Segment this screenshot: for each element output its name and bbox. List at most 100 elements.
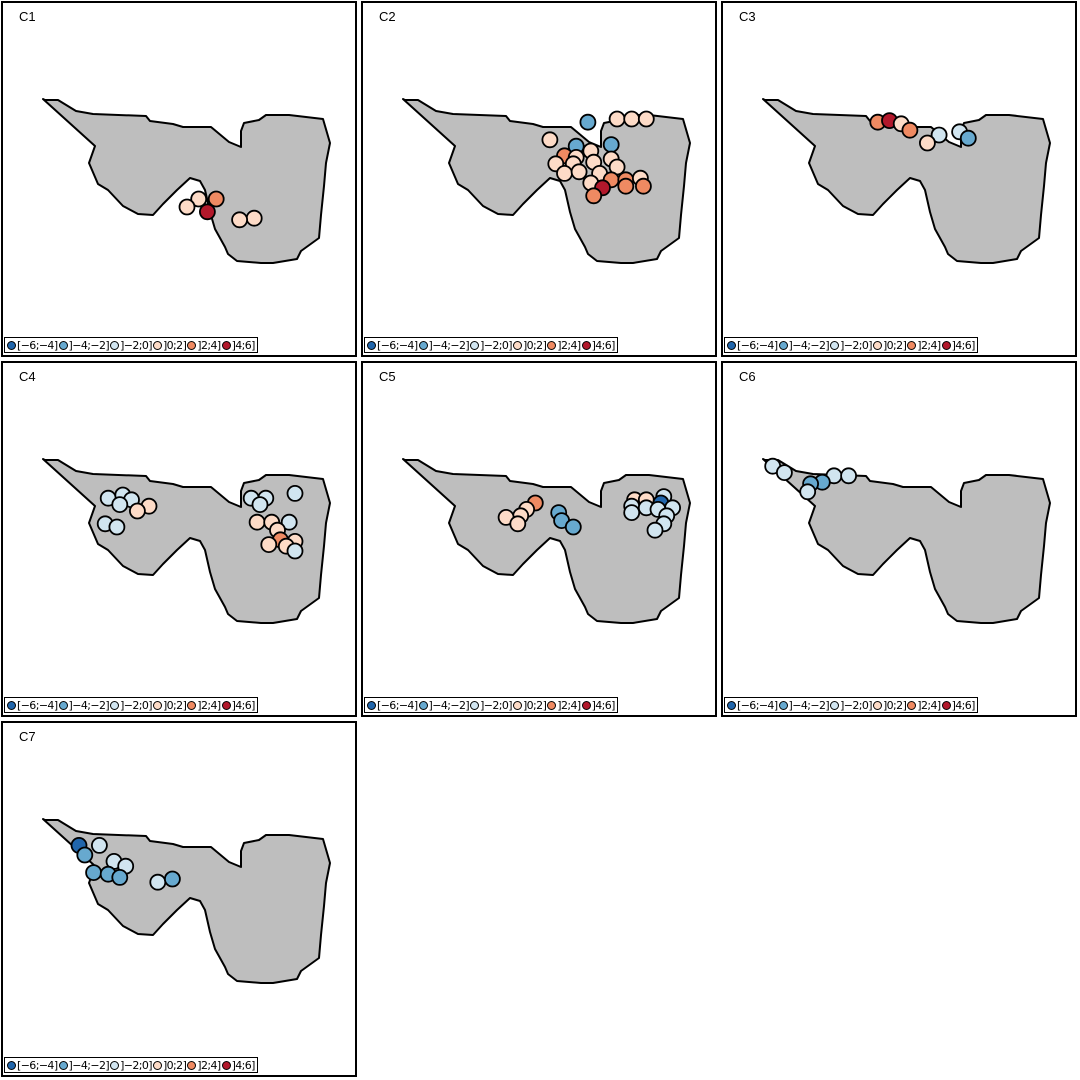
legend: [−6;−4]]−4;−2]]−2;0]]0;2]]2;4]]4;6] bbox=[4, 697, 258, 713]
legend-swatch-icon bbox=[581, 340, 591, 350]
region-outline bbox=[42, 98, 331, 264]
legend-item: ]−4;−2] bbox=[58, 339, 110, 352]
station-marker bbox=[286, 484, 304, 502]
legend-label: ]−4;−2] bbox=[68, 338, 110, 352]
legend-swatch-icon bbox=[470, 340, 480, 350]
station-marker bbox=[541, 131, 559, 149]
legend-item: ]0;2] bbox=[872, 338, 907, 352]
legend-item: ]−4;−2] bbox=[58, 1059, 110, 1072]
legend-label: ]−4;−2] bbox=[788, 698, 830, 712]
legend-item: ]0;2] bbox=[152, 339, 187, 352]
station-marker bbox=[509, 515, 527, 533]
legend-swatch-icon bbox=[727, 340, 736, 350]
region-outline bbox=[762, 458, 1051, 624]
station-marker bbox=[901, 121, 919, 139]
legend-label: ]2;4] bbox=[197, 698, 221, 712]
station-marker bbox=[602, 136, 620, 154]
station-marker bbox=[570, 163, 588, 181]
legend-label: [−6;−4] bbox=[17, 698, 58, 712]
station-marker bbox=[111, 868, 129, 886]
station-marker bbox=[76, 846, 94, 864]
legend-swatch-icon bbox=[7, 1060, 16, 1070]
legend-item: ]−4;−2] bbox=[58, 699, 110, 712]
station-marker bbox=[245, 209, 263, 227]
legend-label: ]−2;0] bbox=[120, 1058, 153, 1072]
legend-swatch-icon bbox=[418, 700, 428, 710]
legend-label: ]2;4] bbox=[197, 338, 221, 352]
legend-label: ]−2;0] bbox=[840, 698, 873, 712]
station-marker bbox=[564, 518, 582, 536]
legend-swatch-icon bbox=[152, 1060, 162, 1070]
legend-label: [−6;−4] bbox=[377, 338, 418, 352]
legend-label: ]0;2] bbox=[882, 338, 907, 352]
station-marker bbox=[585, 187, 603, 205]
legend-label: ]−2;0] bbox=[480, 698, 513, 712]
legend-swatch-icon bbox=[547, 340, 557, 350]
station-marker bbox=[840, 467, 857, 485]
legend-swatch-icon bbox=[941, 700, 951, 710]
map-canvas bbox=[42, 818, 331, 984]
legend-label: [−6;−4] bbox=[17, 338, 58, 352]
legend-label: ]−4;−2] bbox=[68, 1058, 110, 1072]
legend-swatch-icon bbox=[830, 340, 840, 350]
map-panel-c3: C3 [−6;−4]]−4;−2]]−2;0]]0;2]]2;4]]4;6] bbox=[721, 1, 1077, 357]
legend-item: ]−4;−2] bbox=[418, 699, 470, 712]
station-marker bbox=[207, 190, 225, 208]
legend-swatch-icon bbox=[727, 700, 736, 710]
legend-item: ]−4;−2] bbox=[778, 339, 830, 352]
legend-item: ]2;4] bbox=[186, 698, 221, 712]
legend-item: ]0;2] bbox=[512, 339, 547, 352]
station-marker bbox=[251, 496, 269, 514]
legend-swatch-icon bbox=[221, 700, 231, 710]
station-marker bbox=[776, 464, 793, 481]
map-panel-c6: C6 [−6;−4]]−4;−2]]−2;0]]0;2]]2;4]]4;6] bbox=[721, 361, 1077, 717]
region-outline bbox=[402, 98, 691, 264]
legend-swatch-icon bbox=[7, 340, 16, 350]
map-panel-c4: C4 [−6;−4]]−4;−2]]−2;0]]0;2]]2;4]]4;6] bbox=[1, 361, 357, 717]
legend-label: ]4;6] bbox=[231, 338, 256, 352]
station-marker bbox=[918, 134, 936, 152]
legend-label: [−6;−4] bbox=[737, 698, 778, 712]
legend-swatch-icon bbox=[872, 700, 882, 710]
legend-swatch-icon bbox=[778, 340, 788, 350]
panel-label: C1 bbox=[19, 9, 36, 24]
legend-label: [−6;−4] bbox=[377, 698, 418, 712]
legend-swatch-icon bbox=[367, 340, 376, 350]
legend-label: ]2;4] bbox=[197, 1058, 221, 1072]
map-canvas bbox=[762, 457, 1051, 624]
station-marker bbox=[646, 521, 664, 539]
legend-label: [−6;−4] bbox=[737, 338, 778, 352]
station-marker bbox=[579, 113, 597, 131]
legend-item: ]4;6] bbox=[581, 699, 615, 712]
legend-swatch-icon bbox=[58, 700, 68, 710]
panel-label: C4 bbox=[19, 369, 36, 384]
legend-item: ]−2;0] bbox=[829, 698, 873, 712]
legend-swatch-icon bbox=[872, 340, 882, 350]
legend-swatch-icon bbox=[110, 700, 120, 710]
station-marker bbox=[799, 483, 817, 501]
legend-item: ]4;6] bbox=[221, 1059, 255, 1072]
legend-item: ]4;6] bbox=[941, 339, 975, 352]
legend-swatch-icon bbox=[367, 700, 376, 710]
legend-label: ]4;6] bbox=[591, 698, 616, 712]
legend-swatch-icon bbox=[907, 700, 917, 710]
legend-label: ]−2;0] bbox=[480, 338, 513, 352]
legend-item: ]−2;0] bbox=[469, 338, 513, 352]
legend-swatch-icon bbox=[221, 340, 231, 350]
legend: [−6;−4]]−4;−2]]−2;0]]0;2]]2;4]]4;6] bbox=[4, 337, 258, 353]
legend-item: [−6;−4] bbox=[366, 339, 418, 352]
map-panel-c1: C1 [−6;−4]]−4;−2]]−2;0]]0;2]]2;4]]4;6] bbox=[1, 1, 357, 357]
legend-item: ]−2;0] bbox=[829, 339, 873, 352]
station-marker bbox=[556, 164, 573, 182]
legend-swatch-icon bbox=[512, 700, 522, 710]
legend: [−6;−4]]−4;−2]]−2;0]]0;2]]2;4]]4;6] bbox=[4, 1057, 258, 1073]
map-canvas bbox=[762, 98, 1051, 264]
legend-swatch-icon bbox=[907, 340, 917, 350]
map-panel-c5: C5 [−6;−4]]−4;−2]]−2;0]]0;2]]2;4]]4;6] bbox=[361, 361, 717, 717]
legend-item: ]−2;0] bbox=[469, 698, 513, 712]
station-marker bbox=[178, 198, 196, 216]
legend-swatch-icon bbox=[58, 1060, 68, 1070]
legend-item: ]2;4] bbox=[546, 339, 581, 352]
map-canvas bbox=[402, 458, 691, 624]
map-panel-c2: C2 [−6;−4]]−4;−2]]−2;0]]0;2]]2;4]]4;6] bbox=[361, 1, 717, 357]
